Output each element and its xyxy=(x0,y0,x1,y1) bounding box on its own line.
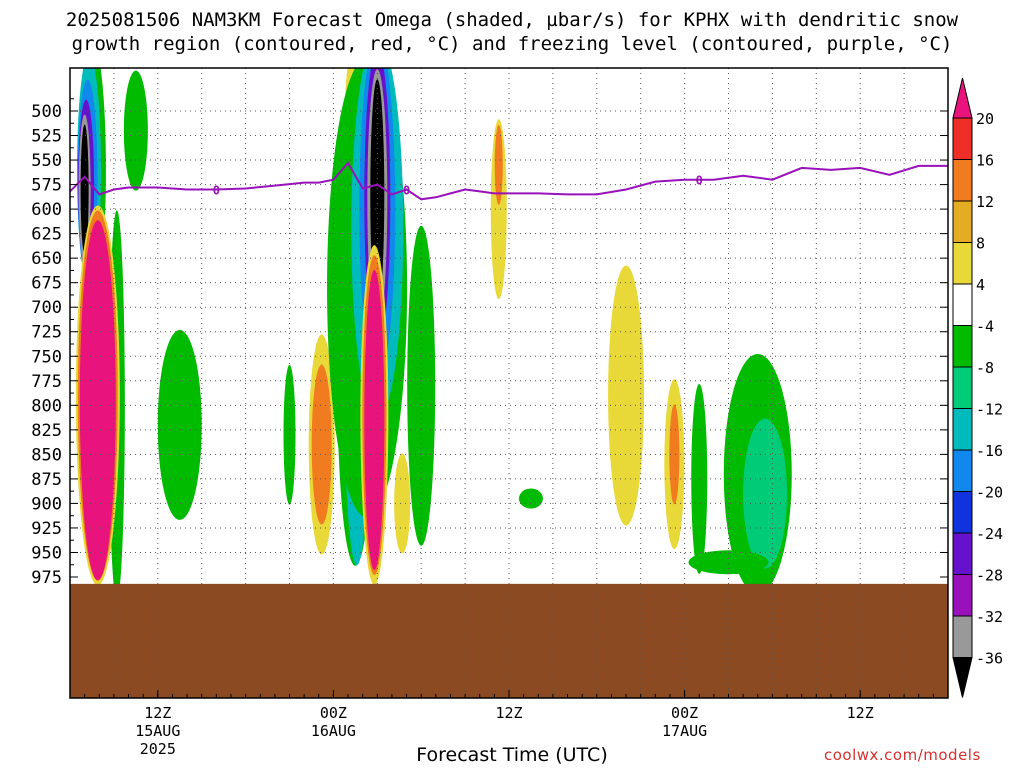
y-tick-label-775: 775 xyxy=(31,372,62,392)
colorbar-label-1: 16 xyxy=(976,152,994,170)
colorbar-label-11: -28 xyxy=(976,567,1003,585)
omega-shade-green-U-base xyxy=(688,550,769,575)
y-tick-label-700: 700 xyxy=(31,298,62,318)
y-tick-label-550: 550 xyxy=(31,151,62,171)
colorbar-swatch-9 xyxy=(952,491,973,534)
colorbar-top-arrow xyxy=(952,77,973,119)
colorbar-swatch-1 xyxy=(952,159,973,202)
omega-shade-green-left-top xyxy=(123,70,148,191)
colorbar-swatch-10 xyxy=(952,532,973,575)
colorbar-label-13: -36 xyxy=(976,650,1003,668)
colorbar-swatch-6 xyxy=(952,366,973,409)
x-axis-label: Forecast Time (UTC) xyxy=(416,744,608,766)
colorbar-label-7: -12 xyxy=(976,401,1003,419)
y-tick-label-675: 675 xyxy=(31,274,62,294)
terrain-band xyxy=(70,583,948,698)
colorbar-label-12: -32 xyxy=(976,608,1003,626)
freezing-level-label-2: 0 xyxy=(696,174,703,188)
colorbar-swatch-3 xyxy=(952,242,973,285)
omega-shade-orange-00z17 xyxy=(669,404,680,505)
y-tick-label-625: 625 xyxy=(31,225,62,245)
omega-shade-green-pre00z xyxy=(283,364,296,505)
colorbar-label-8: -16 xyxy=(976,442,1003,460)
colorbar-label-3: 8 xyxy=(976,235,985,253)
omega-shade-yellow-mid xyxy=(608,265,645,526)
y-tick-label-575: 575 xyxy=(31,176,62,196)
y-tick-label-925: 925 xyxy=(31,519,62,539)
freezing-level-label-1: 0 xyxy=(403,183,410,197)
colorbar-label-9: -20 xyxy=(976,484,1003,502)
x-tick-label-2: 12Z xyxy=(495,704,522,722)
freezing-level-line xyxy=(69,161,948,201)
colorbar-label-2: 12 xyxy=(976,193,994,211)
colorbar-label-0: 20 xyxy=(976,110,994,128)
chart-title-line-2: growth region (contoured, red, °C) and f… xyxy=(71,33,953,55)
y-tick-label-525: 525 xyxy=(31,127,62,147)
y-tick-label-975: 975 xyxy=(31,568,62,588)
colorbar-swatch-top xyxy=(952,117,973,160)
y-tick-label-825: 825 xyxy=(31,421,62,441)
colorbar-label-6: -8 xyxy=(976,359,994,377)
omega-shade-green-12z15 xyxy=(157,329,202,520)
omega-shade-black-left xyxy=(80,124,89,255)
colorbar-swatch-8 xyxy=(952,449,973,492)
colorbar-swatch-12 xyxy=(952,615,973,658)
y-tick-label-900: 900 xyxy=(31,494,62,514)
y-tick-label-600: 600 xyxy=(31,200,62,220)
y-tick-label-650: 650 xyxy=(31,249,62,269)
omega-shade-orange-pre00z xyxy=(311,364,332,525)
x-tick-label-0: 12Z xyxy=(144,704,171,722)
omega-shade-yellow-12z16 xyxy=(490,119,507,300)
y-tick-label-725: 725 xyxy=(31,323,62,343)
omega-shade-teal-U xyxy=(743,418,788,569)
colorbar-label-4: 4 xyxy=(976,276,985,294)
omega-shade-yellow-post00z16 xyxy=(394,453,411,554)
colorbar-swatch-2 xyxy=(952,200,973,243)
colorbar-label-5: -4 xyxy=(976,318,994,336)
omega-shade-pink-00z16 xyxy=(364,270,385,571)
y-tick-label-500: 500 xyxy=(31,102,62,122)
y-tick-label-950: 950 xyxy=(31,543,62,563)
colorbar-label-10: -24 xyxy=(976,525,1003,543)
y-tick-label-800: 800 xyxy=(31,396,62,416)
omega-shade-pink-left xyxy=(79,220,116,581)
colorbar-swatch-11 xyxy=(952,574,973,617)
colorbar-bottom-arrow xyxy=(952,657,973,698)
freezing-level-label-0: 0 xyxy=(213,183,220,197)
colorbar-swatch-7 xyxy=(952,408,973,451)
x-tick-label-3: 00Z xyxy=(671,704,698,722)
x-tick-date-0: 15AUG xyxy=(135,722,180,740)
colorbar-swatch-4 xyxy=(952,283,973,326)
credit-link[interactable]: coolwx.com/models xyxy=(824,746,981,764)
x-tick-year-0: 2025 xyxy=(140,740,176,758)
colorbar-swatch-5 xyxy=(952,325,973,368)
chart-title-line-1: 2025081506 NAM3KM Forecast Omega (shaded… xyxy=(65,9,959,31)
x-tick-date-3: 17AUG xyxy=(662,722,707,740)
y-tick-label-850: 850 xyxy=(31,445,62,465)
x-tick-label-4: 12Z xyxy=(847,704,874,722)
y-tick-label-875: 875 xyxy=(31,470,62,490)
x-tick-label-1: 00Z xyxy=(320,704,347,722)
x-tick-date-1: 16AUG xyxy=(311,722,356,740)
omega-shade-green-post00z16 xyxy=(407,225,436,546)
omega-shade-green-small-12z16 xyxy=(518,488,543,509)
omega-shade-green-00z17 xyxy=(691,383,708,574)
y-tick-label-750: 750 xyxy=(31,347,62,367)
